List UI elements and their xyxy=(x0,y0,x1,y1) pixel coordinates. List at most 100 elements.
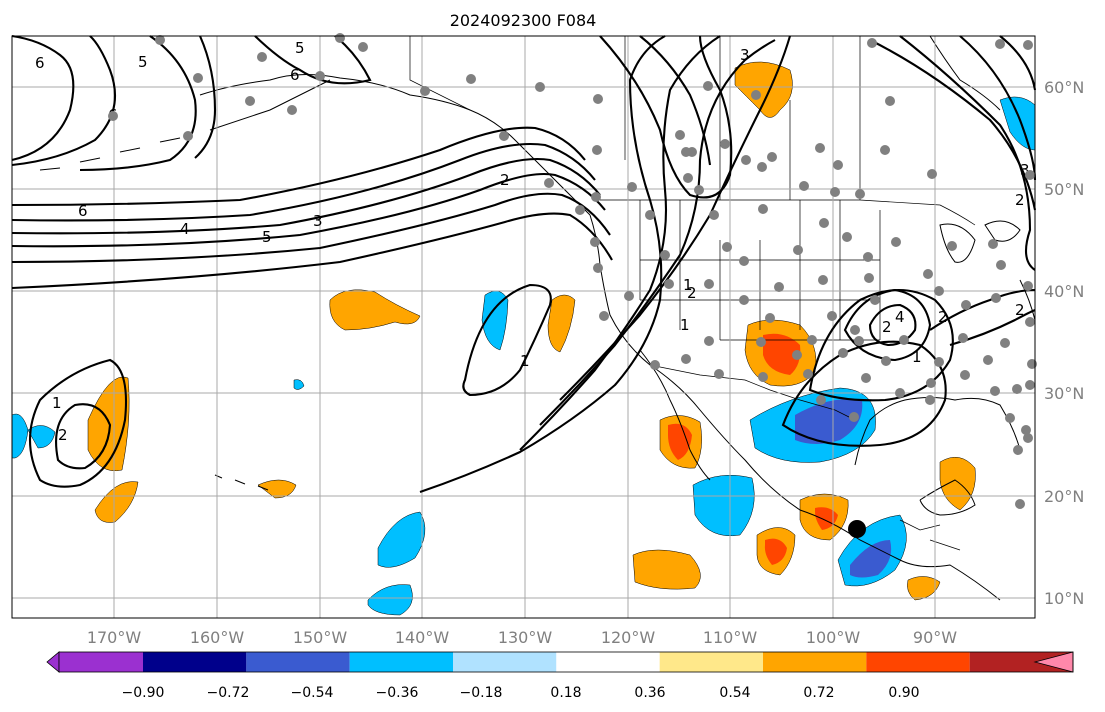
station-marker xyxy=(830,187,840,197)
shade-strong-positive-region xyxy=(763,333,801,375)
colorbar-segment xyxy=(969,652,1073,672)
station-marker xyxy=(891,237,901,247)
shade-negative-region xyxy=(367,584,413,616)
station-marker xyxy=(741,155,751,165)
contour-label: 6 xyxy=(35,54,45,72)
colorbar-tick-label: −0.72 xyxy=(207,685,250,701)
contour-line xyxy=(11,172,606,248)
station-marker xyxy=(991,293,1001,303)
shade-negative-region xyxy=(27,425,56,449)
station-marker xyxy=(1023,40,1033,50)
station-marker xyxy=(709,210,719,220)
colorbar-segment xyxy=(866,652,970,672)
lon-label: 90°W xyxy=(913,628,957,647)
station-marker xyxy=(765,313,775,323)
map-title: 2024092300 F084 xyxy=(450,11,597,30)
lat-label: 20°N xyxy=(1044,487,1084,506)
contour-line xyxy=(28,358,128,488)
station-marker xyxy=(819,218,829,228)
station-marker xyxy=(799,181,809,191)
station-marker xyxy=(720,139,730,149)
station-marker xyxy=(193,73,203,83)
station-marker xyxy=(155,35,165,45)
station-marker xyxy=(881,356,891,366)
station-marker xyxy=(287,105,297,115)
contour-label: 2 xyxy=(1015,191,1025,209)
station-marker xyxy=(1015,499,1025,509)
station-markers xyxy=(108,33,1037,509)
station-marker xyxy=(722,242,732,252)
shade-strong-positive-region xyxy=(764,538,787,565)
station-marker xyxy=(960,370,970,380)
station-marker xyxy=(925,395,935,405)
us-mexico-border xyxy=(649,364,856,421)
contour-line xyxy=(462,283,552,397)
station-marker xyxy=(757,162,767,172)
north-america-west-coastline xyxy=(589,214,1001,601)
contour-label: 2 xyxy=(687,284,697,302)
map-panel: 6 5 6 5 6 6 4 5 3 2 1 1 1 2 3 2 1 2 2 3 … xyxy=(11,33,1037,619)
contour-lines xyxy=(11,34,1037,493)
contour-label: 2 xyxy=(882,318,892,336)
station-marker xyxy=(714,369,724,379)
shade-strong-positive-region xyxy=(668,423,692,460)
station-marker xyxy=(758,372,768,382)
contour-line xyxy=(11,212,613,290)
contour-line xyxy=(11,126,586,207)
lon-label: 120°W xyxy=(601,628,656,647)
station-marker xyxy=(627,182,637,192)
station-marker xyxy=(923,269,933,279)
highlight-point-marker xyxy=(848,520,866,538)
contour-label: 6 xyxy=(290,66,300,84)
shade-negative-region xyxy=(692,474,755,537)
contour-label: 5 xyxy=(295,39,305,57)
shade-positive-region xyxy=(94,481,139,523)
shaded-anomaly-field xyxy=(11,61,1036,616)
contour-line xyxy=(869,39,1037,211)
longitude-labels: 170°W 160°W 150°W 140°W 130°W 120°W 110°… xyxy=(87,628,957,647)
baja-california-coastline xyxy=(639,349,711,481)
shade-positive-region xyxy=(907,576,941,601)
contour-label: 2 xyxy=(1015,301,1025,319)
us-state-borders xyxy=(639,200,881,341)
station-marker xyxy=(1005,413,1015,423)
lat-label: 50°N xyxy=(1044,180,1084,199)
station-marker xyxy=(544,178,554,188)
station-marker xyxy=(245,96,255,106)
lon-label: 130°W xyxy=(498,628,553,647)
colorbar-tick-label: 0.18 xyxy=(550,685,581,701)
colorbar-segment xyxy=(453,652,557,672)
shade-positive-region xyxy=(734,61,793,118)
station-marker xyxy=(1021,425,1031,435)
shade-positive-region xyxy=(547,294,576,353)
station-marker xyxy=(958,333,968,343)
lat-label: 40°N xyxy=(1044,282,1084,301)
contour-line xyxy=(11,34,75,162)
station-marker xyxy=(774,282,784,292)
canada-province-borders xyxy=(624,36,861,200)
contour-line xyxy=(419,35,666,493)
station-marker xyxy=(599,311,609,321)
colorbar-tick-label: 0.54 xyxy=(719,685,750,701)
shade-strong-negative-region xyxy=(795,399,863,444)
contour-line xyxy=(808,288,954,402)
colorbar-segment xyxy=(763,652,867,672)
station-marker xyxy=(499,131,509,141)
colorbar: −0.90 −0.72 −0.54 −0.36 −0.18 0.18 0.36 … xyxy=(46,651,1074,701)
station-marker xyxy=(593,263,603,273)
contour-line xyxy=(55,403,112,470)
station-marker xyxy=(863,252,873,262)
station-marker xyxy=(315,71,325,81)
station-marker xyxy=(756,337,766,347)
ne-coastline xyxy=(1019,279,1036,321)
yucatan-coastline xyxy=(919,479,976,516)
contour-label: 5 xyxy=(138,53,148,71)
hudson-bay-coastline xyxy=(929,35,1001,111)
station-marker xyxy=(1000,338,1010,348)
colorbar-tick-label: −0.36 xyxy=(376,685,419,701)
contour-label: 6 xyxy=(78,202,88,220)
station-marker xyxy=(815,143,825,153)
colorbar-segment xyxy=(349,652,453,672)
station-marker xyxy=(108,111,118,121)
colorbar-segment xyxy=(59,652,143,672)
